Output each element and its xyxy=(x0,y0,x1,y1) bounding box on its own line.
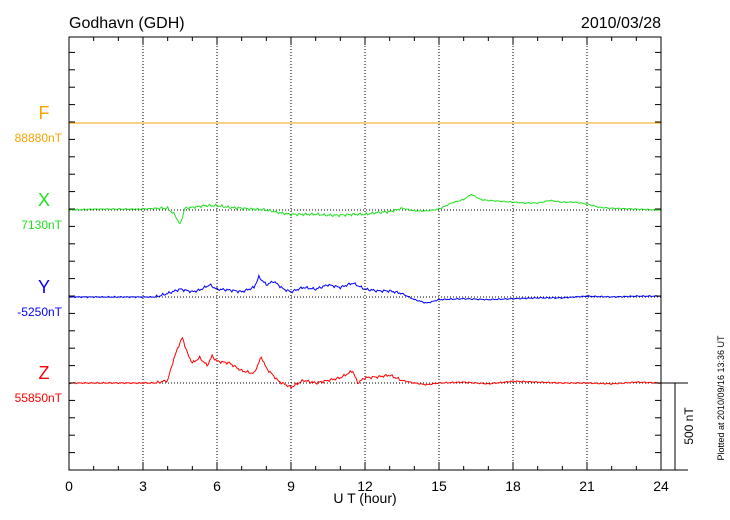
channel-name-y: Y xyxy=(38,277,50,297)
x-tick-label: 0 xyxy=(65,478,73,494)
x-tick-label: 3 xyxy=(139,478,147,494)
scale-bar: 500 nT xyxy=(661,382,696,471)
channel-name-z: Z xyxy=(39,363,50,383)
x-tick-label: 12 xyxy=(357,478,373,494)
grid xyxy=(69,37,661,470)
x-axis-label: U T (hour) xyxy=(333,490,396,506)
x-tick-label: 9 xyxy=(287,478,295,494)
channel-baseline-f: 88880nT xyxy=(15,131,63,145)
traces xyxy=(68,122,662,389)
plotted-at-footer: Plotted at 2010/09/16 13:36 UT xyxy=(716,335,726,461)
scale-label: 500 nT xyxy=(682,407,696,445)
trace-z xyxy=(68,336,662,389)
channel-name-x: X xyxy=(38,190,50,210)
x-tick-label: 6 xyxy=(213,478,221,494)
axis-ticks: 0 3 6 9 12 15 18 21 24 xyxy=(65,37,669,494)
x-tick-label: 24 xyxy=(653,478,669,494)
chart-title: Godhavn (GDH) xyxy=(69,15,185,32)
channel-labels: F 88880nT X 7130nT Y -5250nT Z 55850nT xyxy=(15,103,63,405)
channel-baseline-z: 55850nT xyxy=(15,391,63,405)
channel-baseline-y: -5250nT xyxy=(17,305,62,319)
trace-x xyxy=(68,194,662,225)
x-tick-label: 18 xyxy=(505,478,521,494)
channel-baseline-x: 7130nT xyxy=(21,218,62,232)
channel-name-f: F xyxy=(39,103,50,123)
trace-y xyxy=(68,273,662,304)
x-tick-label: 15 xyxy=(431,478,447,494)
chart-date: 2010/03/28 xyxy=(581,15,661,32)
x-tick-label: 21 xyxy=(579,478,595,494)
